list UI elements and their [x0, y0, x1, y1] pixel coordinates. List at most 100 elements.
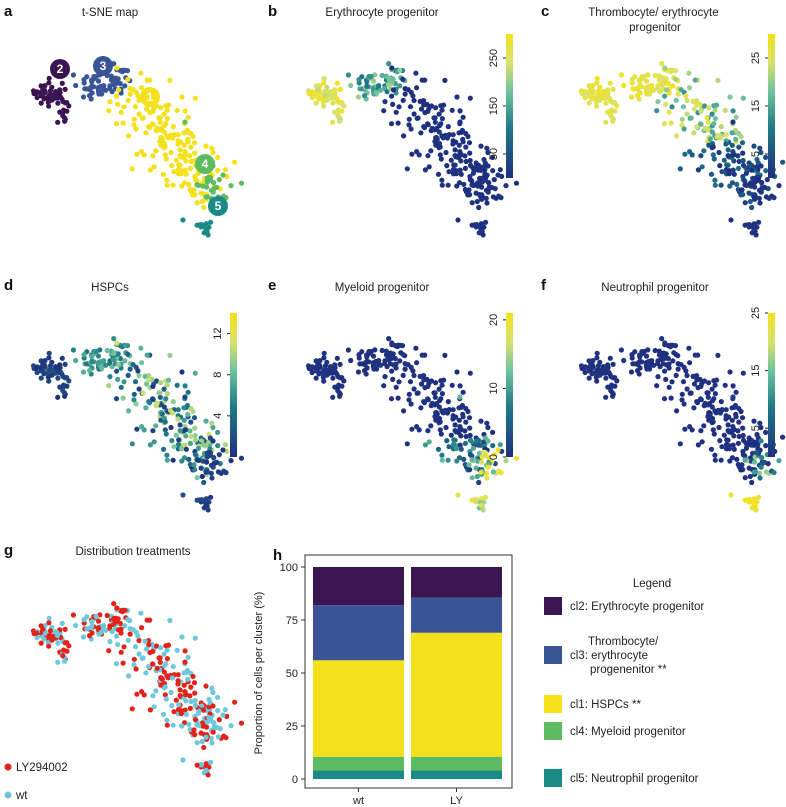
- scatter-point: [748, 167, 755, 173]
- scatter-point: [111, 336, 117, 342]
- scatter-point: [410, 93, 416, 99]
- scatter-point: [684, 386, 690, 392]
- scatter-point: [714, 377, 720, 383]
- scatter-point: [131, 397, 137, 403]
- scatter-point: [710, 144, 716, 150]
- scatter-point: [385, 82, 391, 88]
- scatter-point: [668, 120, 674, 126]
- scatter-point: [34, 90, 40, 96]
- scatter-point: [663, 376, 669, 382]
- scatter-point: [115, 376, 121, 382]
- scatter-point: [414, 149, 420, 155]
- scatter-point: [731, 446, 737, 452]
- scatter-point: [185, 676, 191, 682]
- scatter-point: [709, 386, 715, 392]
- scatter-point: [467, 370, 473, 376]
- scatter-point: [594, 103, 600, 109]
- scatter-point: [659, 336, 665, 342]
- scatter-point: [170, 124, 176, 130]
- legend-entry: cl4: Myeloid progenitor: [570, 726, 686, 738]
- scatter-point: [164, 656, 170, 662]
- scatter-point: [422, 167, 428, 173]
- scatter-point: [89, 358, 95, 364]
- scatter-point: [463, 419, 469, 425]
- y-tick-label: 0: [292, 774, 298, 786]
- scatter-point: [485, 424, 491, 431]
- scatter-point: [54, 364, 60, 370]
- scatter-point: [382, 99, 388, 105]
- legend-swatch-cl2: [544, 597, 562, 615]
- scatter-point: [390, 376, 396, 382]
- scatter-point: [421, 377, 427, 383]
- scatter-point: [607, 355, 613, 361]
- scatter-point: [182, 167, 188, 173]
- scatter-point: [668, 395, 674, 401]
- scatter-point: [203, 683, 209, 689]
- scatter-point: [439, 452, 445, 458]
- scatter-point: [643, 353, 650, 359]
- scatter-point: [136, 372, 142, 379]
- scatter-point: [691, 106, 698, 112]
- scatter-point: [659, 350, 665, 357]
- scatter-point: [711, 431, 717, 437]
- scatter-point: [364, 83, 370, 89]
- scatter-point: [428, 378, 435, 384]
- scatter-point: [663, 76, 669, 82]
- scatter-point: [118, 649, 124, 655]
- scatter-point: [701, 148, 707, 154]
- scatter-point: [443, 149, 449, 156]
- scatter-point: [179, 183, 185, 189]
- scatter-point: [651, 87, 657, 93]
- scatter-point: [194, 497, 200, 503]
- scatter-point: [187, 428, 193, 434]
- scatter-point: [709, 404, 715, 410]
- scatter-point: [479, 459, 485, 465]
- scatter-point: [701, 103, 708, 109]
- scatter-point: [663, 87, 670, 93]
- scatter-point: [125, 637, 131, 644]
- scatter-point: [84, 361, 90, 367]
- scatter-point: [210, 424, 216, 431]
- scatter-point: [125, 351, 131, 357]
- scatter-point: [582, 90, 588, 96]
- scatter-point: [607, 80, 613, 86]
- legend-swatch-cl5: [544, 769, 562, 787]
- scatter-point: [707, 411, 713, 417]
- scatter-point: [187, 440, 193, 446]
- scatter-point: [754, 449, 760, 455]
- scatter-point: [752, 459, 758, 465]
- scatter-panel-g: [30, 601, 245, 778]
- scatter-point: [449, 382, 455, 388]
- scatter-point: [473, 190, 479, 196]
- scatter-point: [70, 612, 76, 618]
- scatter-point: [469, 497, 475, 503]
- scatter-point: [162, 152, 168, 158]
- scatter-point: [454, 94, 460, 100]
- scatter-point: [431, 390, 437, 396]
- scatter-point: [55, 640, 61, 646]
- scatter-point: [582, 365, 588, 371]
- scatter-point: [182, 383, 188, 389]
- scatter-point: [182, 707, 188, 713]
- scatter-point: [439, 391, 445, 397]
- scatter-point: [334, 355, 340, 361]
- scatter-point: [198, 730, 204, 736]
- scatter-point: [115, 641, 121, 648]
- scatter-point: [614, 378, 620, 384]
- scatter-point: [390, 101, 396, 107]
- scatter-point: [712, 177, 718, 183]
- scatter-point: [208, 494, 214, 500]
- scatter-point: [146, 124, 152, 130]
- scatter-point: [439, 116, 445, 122]
- scatter-point: [654, 383, 660, 389]
- scatter-point: [329, 89, 335, 95]
- scatter-point: [413, 70, 419, 76]
- scatter-point: [428, 103, 435, 109]
- scatter-point: [337, 86, 343, 92]
- scatter-point: [479, 184, 485, 190]
- scatter-point: [695, 442, 702, 448]
- scatter-point: [434, 411, 440, 417]
- scatter-point: [723, 416, 729, 422]
- scatter-point: [194, 762, 200, 768]
- scatter-point: [176, 437, 182, 443]
